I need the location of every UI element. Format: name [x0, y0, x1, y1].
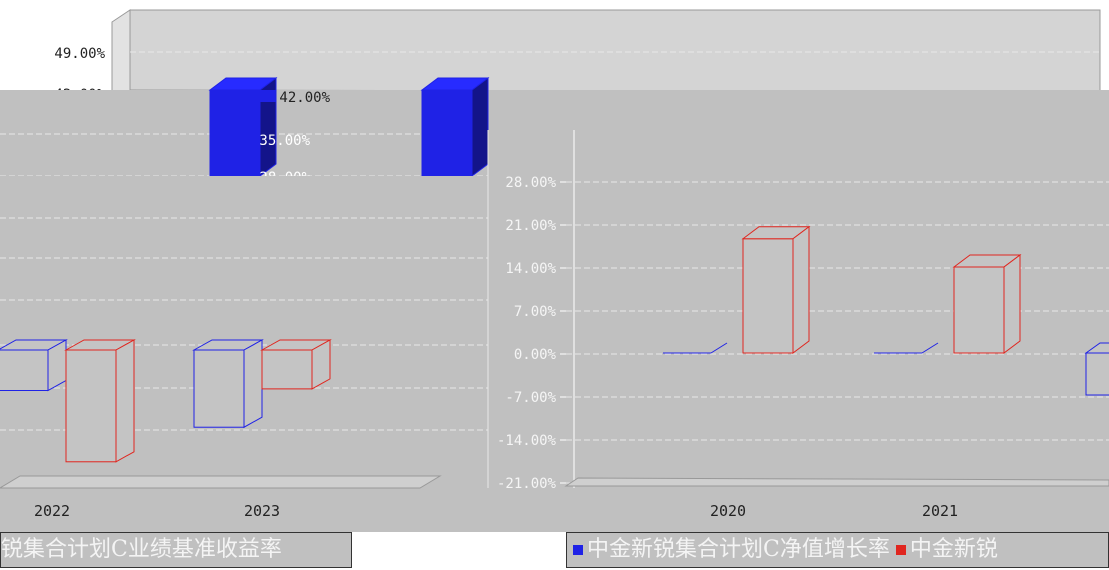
front-panel: 28.00% 21.00% 14.00% 7.00% 0.00% -7.00% -14.00…	[487, 130, 1109, 532]
legend-left-text: 锐集合计划C业绩基准收益率	[1, 537, 282, 562]
front-bar-red-2021-front	[953, 266, 1005, 354]
front-bar-red-2020-side	[792, 225, 810, 354]
back-bar-red-2022-side	[115, 339, 135, 463]
legend-item-benchmark: 中金新锐	[909, 537, 998, 562]
front-x-label-2020: 2020	[710, 502, 746, 520]
front-bar-red-2021-side	[1003, 254, 1021, 354]
front-bar-red-2020	[741, 225, 811, 354]
back-left-wall	[111, 9, 131, 93]
front-y-tick-label: -7.00%	[505, 390, 556, 406]
legend-swatch-blue	[573, 545, 583, 555]
back-bar-blue-2023-front	[193, 349, 245, 428]
back-bar-blue-2022-top-front	[209, 89, 261, 177]
back-bar-blue-2023-top-front	[421, 89, 473, 177]
back-data-label-35: 35.00%	[259, 133, 310, 149]
back-x-label-2022: 2022	[34, 502, 70, 520]
front-y-tick-label: 21.00%	[505, 218, 556, 234]
front-y-tick-label: -14.00%	[497, 433, 557, 449]
front-y-tick-label: 7.00%	[514, 304, 557, 320]
back-bar-red-2023	[260, 339, 332, 390]
back-bar-red-2022-front	[65, 349, 117, 463]
front-bar-red-2021	[952, 254, 1022, 354]
back-bar-blue-2023	[192, 339, 264, 429]
front-bar-blue-edge-front	[1085, 352, 1109, 396]
back-bar-blue-2023-side	[243, 339, 263, 429]
front-bar-blue-top-2020	[710, 342, 728, 354]
back-bar-red-2022	[64, 339, 136, 463]
legend-right: 中金新锐集合计划C净值增长率 中金新锐	[566, 532, 1109, 568]
front-bar-blue-edge	[1084, 342, 1109, 396]
back-occluder-strip	[0, 176, 488, 192]
front-floor	[564, 477, 1109, 487]
front-y-tick-label: 28.00%	[505, 175, 556, 191]
back-data-label-42: 42.00%	[279, 90, 330, 106]
legend-item-net-value: 中金新锐集合计划C净值增长率	[587, 537, 890, 562]
back-bar-blue-2023-top-side	[471, 77, 489, 177]
back-x-label-2023: 2023	[244, 502, 280, 520]
back-y-tick-49: 49.00%	[54, 46, 105, 62]
back-bar-red-2023-side	[311, 339, 331, 390]
front-bar-blue-top-2021	[921, 342, 939, 354]
back-bar-blue-2022	[0, 339, 68, 392]
legend-swatch-red	[895, 545, 906, 555]
front-x-label-2021: 2021	[922, 502, 958, 520]
front-y-tick-label: 14.00%	[505, 261, 556, 277]
front-y-tick-label: 0.00%	[514, 347, 557, 363]
front-y-tick-label: -21.00%	[497, 476, 557, 492]
back-bar-red-2023-front	[261, 349, 313, 390]
back-bar-blue-2023-top	[420, 77, 490, 177]
legend-left: 锐集合计划C业绩基准收益率	[0, 532, 352, 568]
back-bar-blue-2022-top	[208, 77, 278, 177]
back-bar-blue-2022-top-side	[259, 77, 277, 177]
back-bar-blue-2022-front	[0, 349, 49, 391]
front-bar-blue-edge-top	[1084, 342, 1109, 354]
back-bar-blue-2022-cap	[210, 90, 276, 102]
front-bar-red-2020-front	[742, 238, 794, 354]
back-floor	[0, 475, 442, 489]
